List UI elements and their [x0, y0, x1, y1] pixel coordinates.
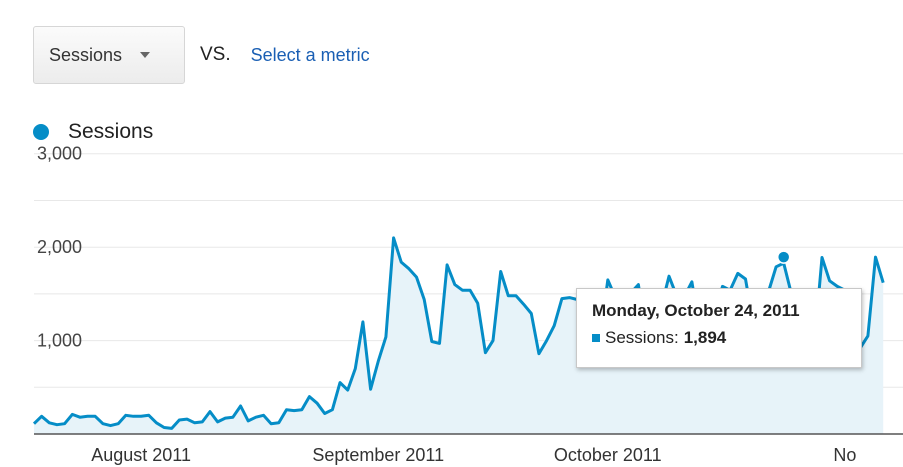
y-tick-label: 3,000	[37, 144, 82, 164]
y-tick-label: 2,000	[37, 237, 82, 257]
series-dot-icon	[33, 124, 49, 140]
tooltip-row: Sessions: 1,894	[592, 328, 861, 348]
x-tick-label: No	[833, 445, 856, 465]
y-tick-label: 1,000	[37, 330, 82, 350]
metric-dropdown[interactable]: Sessions	[33, 26, 185, 84]
highlight-point[interactable]	[776, 250, 791, 264]
x-tick-label: August 2011	[91, 445, 191, 465]
tooltip-swatch-icon	[592, 334, 600, 342]
select-metric-link[interactable]: Select a metric	[250, 44, 370, 65]
series-area	[34, 237, 884, 434]
metric-toolbar: Sessions VS. Select a metric	[33, 26, 370, 84]
tooltip-date: Monday, October 24, 2011	[592, 301, 800, 320]
metric-dropdown-label: Sessions	[49, 44, 123, 65]
tooltip-series-label: Sessions:	[605, 328, 679, 347]
chevron-down-icon	[140, 52, 151, 58]
series-line	[32, 236, 885, 430]
chart-tooltip: Monday, October 24, 2011 Sessions: 1,894	[576, 288, 862, 368]
tooltip-value: 1,894	[683, 328, 727, 347]
x-tick-label: October 2011	[554, 445, 662, 465]
x-tick-label: September 2011	[312, 445, 444, 465]
chart-legend: Sessions	[33, 120, 153, 144]
vs-label: VS.	[200, 44, 231, 65]
legend-label: Sessions	[68, 120, 154, 143]
